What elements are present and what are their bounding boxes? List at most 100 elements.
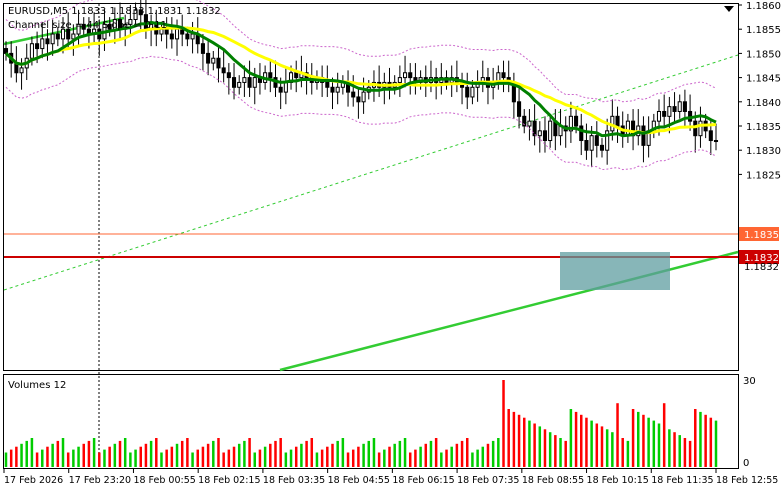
x-tick-label: 18 Feb 11:35 (651, 475, 713, 486)
channel-middle-line (3, 54, 739, 291)
candle-body (470, 86, 475, 98)
y-tick-label: 1.1860 (746, 1, 781, 12)
candle-body (40, 38, 45, 50)
envelope-lower-line (5, 55, 717, 171)
candle-body (605, 130, 610, 151)
candle-body (29, 43, 34, 59)
candle-body (216, 57, 221, 69)
candle-body (517, 101, 522, 117)
candle-body (589, 135, 594, 151)
candle-body (641, 125, 646, 146)
candle-body (81, 23, 86, 30)
candle-body (133, 9, 138, 21)
candle-body (594, 135, 599, 146)
x-tick-label: 18 Feb 08:55 (522, 475, 584, 486)
candle-body (330, 86, 335, 93)
candle-body (548, 120, 553, 142)
y-tick-label: 1.1845 (746, 74, 781, 85)
x-tick-label: 18 Feb 04:55 (328, 475, 390, 486)
candle-body (677, 101, 682, 112)
fast-ma-line (4, 20, 717, 138)
x-tick-label: 17 Feb 23:20 (69, 475, 131, 486)
x-tick-label: 18 Feb 10:15 (587, 475, 649, 486)
candle-body (501, 72, 506, 79)
x-tick-label: 18 Feb 12:55 (716, 475, 778, 486)
candle-body (190, 33, 195, 40)
price-panel-frame (3, 3, 739, 371)
candle-body (408, 72, 413, 79)
x-tick-label: 18 Feb 03:35 (263, 475, 325, 486)
red-level-badge-text: 1.1832 (744, 253, 779, 264)
candle-body (128, 19, 133, 25)
indicator-header: Channel size = 44 Slope = 0.11 (8, 20, 167, 31)
candle-body (247, 77, 252, 88)
candle-body (522, 115, 527, 127)
candle-body (356, 96, 361, 103)
symbol-header: EURUSD,M5 1.1833 1.1833 1.1831 1.1832 (8, 6, 221, 17)
candle-body (599, 144, 605, 151)
candle-body (693, 120, 698, 137)
x-tick-label: 17 Feb 2026 (4, 475, 63, 486)
candle-body (206, 52, 211, 64)
candle-body (35, 43, 40, 50)
volume-scale-top: 30 (743, 376, 756, 387)
candle-body (107, 23, 112, 30)
candle-body (568, 115, 573, 132)
y-tick-label: 1.1825 (746, 170, 781, 181)
entry-zone-box (560, 252, 670, 290)
candle-body (50, 33, 55, 45)
candle-body (579, 125, 584, 142)
candle-body (221, 67, 226, 74)
y-tick-label: 1.1835 (746, 122, 781, 133)
candle-body (672, 106, 677, 112)
x-tick-label: 18 Feb 02:15 (198, 475, 260, 486)
candle-body (283, 81, 288, 93)
candle-body (237, 81, 242, 88)
candle-body (60, 28, 66, 40)
candle-body (45, 38, 50, 45)
y-tick-label: 1.1850 (746, 49, 781, 60)
candle-body (185, 33, 190, 40)
candle-body (656, 110, 662, 122)
candle-body (537, 130, 542, 137)
candle-body (708, 130, 713, 142)
candle-body (200, 43, 205, 54)
candle-body (19, 67, 24, 74)
red-level-badge: 1.1832 (739, 250, 779, 264)
candle-body (662, 110, 667, 117)
chart-menu-icon[interactable] (724, 6, 734, 12)
candle-body (294, 72, 299, 79)
x-tick-label: 18 Feb 06:15 (392, 475, 454, 486)
candle-body (542, 130, 548, 142)
candle-body (242, 77, 247, 83)
candle-body (403, 72, 408, 79)
y-tick-label: 1.1830 (746, 146, 781, 157)
candle-body (66, 28, 71, 40)
candle-body (682, 101, 687, 112)
candle-body (713, 140, 719, 143)
candle-body (397, 77, 402, 83)
candle-body (532, 120, 537, 137)
candle-body (211, 57, 216, 64)
candle-body (252, 77, 257, 88)
candle-body (278, 86, 283, 93)
y-tick-label: 1.1840 (746, 98, 781, 109)
candle-body (625, 120, 630, 137)
candle-body (268, 72, 273, 79)
orange-level-badge-text: 1.1835 (744, 230, 779, 241)
candle-body (584, 140, 589, 151)
candle-body (138, 9, 143, 16)
orange-level-badge: 1.1835 (739, 227, 779, 241)
candle-body (465, 86, 470, 98)
candle-body (667, 106, 672, 117)
candle-body (169, 33, 174, 40)
candle-body (325, 81, 330, 88)
volume-panel-label: Volumes 12 (8, 380, 66, 391)
slow-ma-line (4, 26, 717, 135)
candle-body (698, 120, 703, 137)
candle-body (226, 72, 231, 79)
candle-body (55, 33, 60, 40)
candle-body (527, 120, 532, 127)
x-tick-label: 18 Feb 07:35 (457, 475, 519, 486)
